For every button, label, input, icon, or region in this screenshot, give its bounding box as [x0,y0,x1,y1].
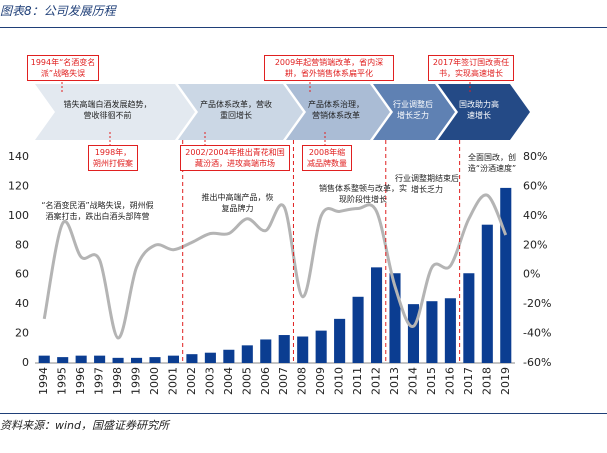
x-tick-label: 2003 [203,367,216,395]
stage-arrows [35,84,530,140]
annotation: 全面国改，创造“汾酒速度” [467,153,517,173]
bar [38,355,50,363]
x-tick-label: 2009 [314,367,327,395]
bar [167,355,179,363]
y2-tick-label: 20% [523,238,547,251]
bar [297,336,309,363]
arrow [373,84,455,140]
bar [112,357,124,363]
callout: 1998年，朔州打假案 [88,145,138,171]
y-tick-label: 60 [15,268,29,281]
title: 图表8：公司发展历程 [0,4,116,18]
x-tick-label: 2013 [388,367,401,395]
y-tick-label: 80 [15,238,29,251]
bar [463,273,475,363]
x-tick-label: 2004 [222,367,235,395]
bar [149,357,161,363]
bar [444,298,456,363]
callout: 2008年缩减品牌数量 [302,145,352,171]
x-tick-label: 2017 [462,367,475,395]
x-tick-label: 1998 [111,367,124,395]
growth-line [42,193,508,340]
arrow [35,84,195,140]
x-tick-label: 2002 [185,367,198,395]
x-tick-label: 1999 [130,367,143,395]
x-tick-label: 1997 [93,367,106,395]
y2-tick-label: -40% [523,327,551,340]
bar [407,304,419,363]
y2-tick-label: 40% [523,209,547,222]
y2-tick-label: 80% [523,150,547,163]
y-tick-label: 0 [22,356,29,369]
x-tick-label: 1995 [56,367,69,395]
x-tick-label: 2005 [240,367,253,395]
x-tick-label: 2012 [370,367,383,395]
bar [186,354,198,363]
bar [426,301,438,363]
rule [0,413,607,414]
stage-label: 产品体系改革，营收重回增长 [200,100,272,120]
y-tick-label: 120 [8,179,29,192]
callout: 2009年起营销端改革，省内深耕，省外销售体系扁平化 [264,55,394,81]
bar [241,345,253,363]
connectors [61,82,471,145]
y2-tick-label: -60% [523,356,551,369]
x-tick-label: 2008 [296,367,309,395]
x-tick-label: 1996 [74,367,87,395]
x-tick-label: 2018 [480,367,493,395]
y2-tick-label: 0% [523,268,540,281]
callout: 2017年签订国改责任书，实现高速增长 [428,55,514,81]
stage-label: 国改助力高速增长 [459,100,499,120]
source: 资料来源：wind，国盛证券研究所 [0,419,170,432]
annotation: 销售体系整顿与改革，实现阶段性增长 [319,184,407,204]
y-tick-label: 40 [15,297,29,310]
x-tick-label: 2001 [166,367,179,395]
bar [260,339,272,363]
bar [75,355,87,363]
x-tick-label: 2014 [406,367,419,395]
callout: 2002/2004年推出青花和国藏汾酒，进攻高端市场 [180,145,290,171]
stage-label: 产品体系治理，营销体系改革 [308,100,364,120]
bar [57,357,69,363]
bar [131,357,143,363]
bar [334,318,346,363]
arrow [178,84,303,140]
stage-label: 错失高端白酒发展趋势，营收徘徊不前 [63,100,152,120]
x-tick-label: 2015 [425,367,438,395]
x-tick-label: 2016 [443,367,456,395]
arrow [286,84,390,140]
x-tick-label: 2010 [333,367,346,395]
bar [371,267,383,363]
y2-tick-label: 60% [523,179,547,192]
bar [315,330,327,363]
annotation: “名酒变民酒”战略失误，朔州假酒案打击，跌出白酒头部阵营 [41,201,154,221]
annotation: 行业调整期结束后增长乏力 [395,174,459,194]
x-tick-label: 2011 [351,367,364,395]
callout: 1994年“名酒变名派”战略失误 [27,55,99,81]
x-tick-label: 2007 [277,367,290,395]
y-tick-label: 100 [8,209,29,222]
y2-tick-label: -20% [523,297,551,310]
x-tick-label: 2019 [499,367,512,395]
bar [352,296,364,363]
bar [389,273,401,363]
arrow [438,84,530,140]
bar [223,349,235,363]
x-tick-label: 2006 [259,367,272,395]
rule [0,27,607,28]
y-tick-label: 140 [8,150,29,163]
bar [500,187,512,363]
bar [204,352,216,363]
x-tick-label: 2000 [148,367,161,395]
x-tick-label: 1994 [37,367,50,395]
bar [278,335,290,363]
stage-label: 行业调整后增长乏力 [393,100,433,120]
annotation: 推出中高端产品，恢复品牌力 [201,193,274,213]
bar [481,224,493,363]
y-tick-label: 20 [15,327,29,340]
bar [94,355,106,363]
